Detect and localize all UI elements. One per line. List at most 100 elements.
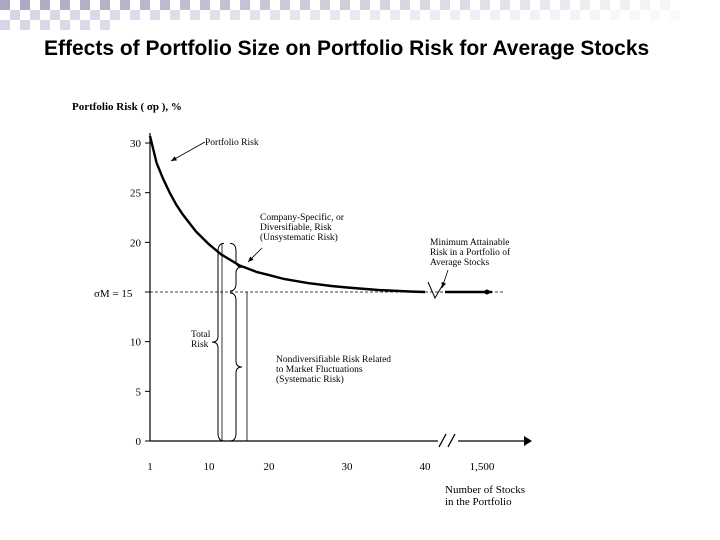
slide-title: Effects of Portfolio Size on Portfolio R…	[44, 37, 650, 60]
x-tick-label: 1	[147, 461, 153, 473]
deco-square	[310, 10, 320, 20]
deco-square	[540, 0, 550, 10]
deco-square	[640, 0, 650, 10]
deco-square	[100, 20, 110, 30]
deco-square	[0, 0, 10, 10]
deco-square	[0, 20, 10, 30]
deco-square	[170, 10, 180, 20]
deco-square	[90, 10, 100, 20]
deco-square	[580, 0, 590, 10]
deco-square	[100, 0, 110, 10]
deco-square	[130, 10, 140, 20]
deco-square	[410, 10, 420, 20]
deco-square	[300, 0, 310, 10]
deco-square	[430, 10, 440, 20]
market-risk-label: σM = 15	[94, 288, 133, 300]
x-axis-title: in the Portfolio	[445, 496, 512, 508]
x-axis-arrow	[524, 436, 532, 446]
deco-square	[460, 0, 470, 10]
annotation-arrow	[171, 156, 177, 161]
x-axis-title: Number of Stocks	[445, 484, 525, 496]
annotation-total-risk: Total	[191, 330, 211, 340]
deco-square	[370, 10, 380, 20]
axis-break-mark	[427, 281, 443, 300]
annotation-layer: Portfolio Risk Company-Specific, orDivers…	[170, 137, 511, 442]
deco-square	[560, 0, 570, 10]
deco-square	[550, 10, 560, 20]
annotation-nondiversifiable: (Systematic Risk)	[276, 374, 344, 385]
annotation-minimum-attainable: Average Stocks	[430, 258, 489, 268]
deco-square	[40, 20, 50, 30]
minimum-risk-point	[484, 289, 490, 295]
deco-square	[450, 10, 460, 20]
deco-square	[20, 20, 30, 30]
deco-square	[380, 0, 390, 10]
deco-square	[510, 10, 520, 20]
deco-square	[320, 0, 330, 10]
chart-axes: 0 5 10 20 25 30 Portfolio Risk ( σp ), % σM = 1…	[72, 101, 532, 508]
deco-square	[610, 10, 620, 20]
deco-square	[250, 10, 260, 20]
deco-square	[230, 10, 240, 20]
axis-break-mark	[447, 433, 456, 448]
deco-square	[240, 0, 250, 10]
x-tick-label: 1,500	[470, 461, 495, 473]
annotation-arrow	[441, 282, 446, 288]
deco-square	[270, 10, 280, 20]
diversifiable-risk-brace	[229, 242, 243, 292]
deco-square	[210, 10, 220, 20]
deco-square	[60, 20, 70, 30]
x-tick-label: 30	[342, 461, 354, 473]
deco-square	[110, 10, 120, 20]
deco-square	[570, 10, 580, 20]
annotation-minimum-attainable: Minimum Attainable	[430, 238, 509, 248]
deco-square	[160, 0, 170, 10]
annotation-portfolio-risk: Portfolio Risk	[205, 137, 259, 148]
annotation-nondiversifiable: to Market Fluctuations	[276, 365, 363, 375]
y-axis-title: Portfolio Risk ( σp ), %	[72, 101, 182, 113]
deco-square	[10, 10, 20, 20]
deco-square	[280, 0, 290, 10]
annotation-arrow	[170, 141, 206, 162]
x-tick-label: 40	[420, 461, 432, 473]
annotation-total-risk: Risk	[191, 340, 209, 350]
deco-square	[350, 10, 360, 20]
deco-square	[30, 10, 40, 20]
y-tick-label: 30	[130, 138, 142, 150]
deco-square	[220, 0, 230, 10]
deco-square	[150, 10, 160, 20]
total-risk-brace	[211, 242, 225, 442]
deco-square	[390, 10, 400, 20]
deco-square	[70, 10, 80, 20]
y-tick-label: 20	[130, 237, 142, 249]
annotation-minimum-attainable: Risk in a Portfolio of	[430, 247, 511, 258]
x-tick-label: 20	[264, 461, 276, 473]
y-tick-label: 5	[136, 386, 142, 398]
slide-decoration	[0, 0, 680, 30]
y-tick-label: 10	[130, 337, 142, 349]
portfolio-risk-curve	[148, 135, 426, 294]
deco-square	[590, 10, 600, 20]
annotation-company-specific: (Unsystematic Risk)	[260, 232, 338, 243]
deco-square	[80, 0, 90, 10]
annotation-arrow	[248, 256, 254, 262]
deco-square	[630, 10, 640, 20]
deco-square	[440, 0, 450, 10]
deco-square	[120, 0, 130, 10]
deco-square	[470, 10, 480, 20]
y-tick-label: 0	[136, 436, 142, 448]
deco-square	[330, 10, 340, 20]
deco-square	[50, 10, 60, 20]
deco-square	[670, 10, 680, 20]
deco-square	[260, 0, 270, 10]
systematic-risk-brace	[229, 292, 243, 442]
deco-square	[40, 0, 50, 10]
deco-square	[650, 10, 660, 20]
deco-square	[420, 0, 430, 10]
annotation-company-specific: Diversifiable, Risk	[260, 222, 332, 233]
deco-square	[500, 0, 510, 10]
deco-square	[490, 10, 500, 20]
deco-square	[520, 0, 530, 10]
deco-square	[200, 0, 210, 10]
deco-square	[400, 0, 410, 10]
